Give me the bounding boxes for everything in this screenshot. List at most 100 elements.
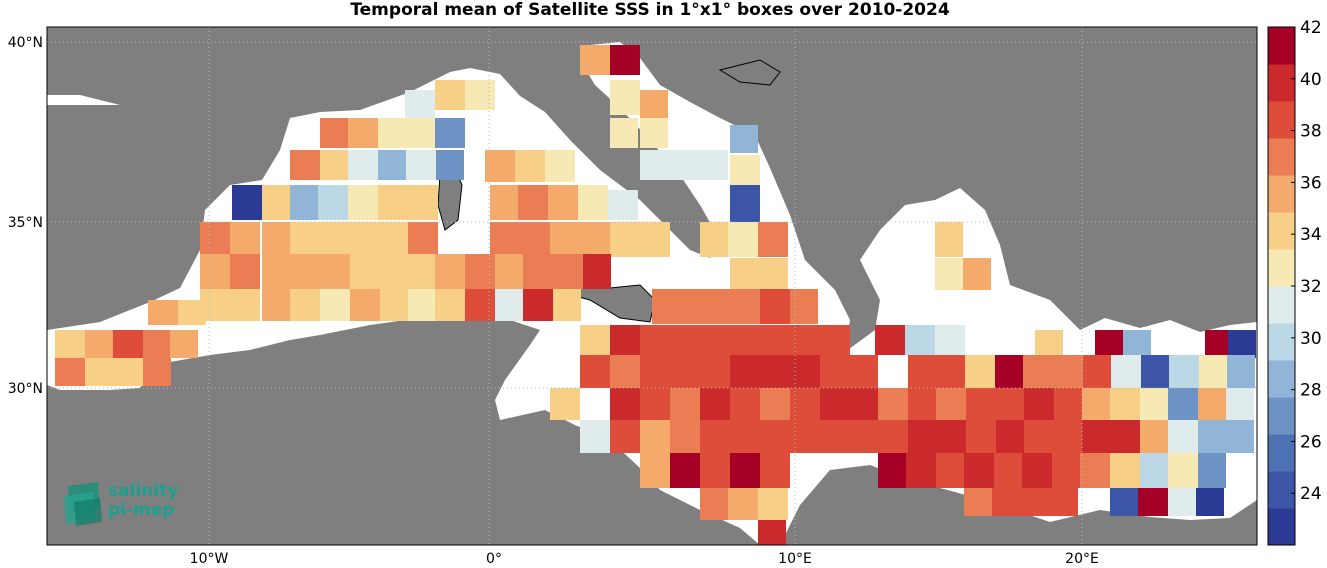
salinity-cell xyxy=(700,355,730,388)
salinity-cell xyxy=(435,118,465,148)
salinity-cell xyxy=(682,289,712,324)
salinity-cell xyxy=(143,330,171,358)
colorbar-tick-label: 32 xyxy=(1300,277,1322,297)
salinity-cell xyxy=(1226,388,1254,420)
salinity-cell xyxy=(490,222,520,257)
salinity-cell xyxy=(700,222,728,257)
salinity-cell xyxy=(465,80,495,110)
salinity-cell xyxy=(1083,355,1111,388)
salinity-cell xyxy=(290,185,318,220)
colorbar-tick-label: 36 xyxy=(1300,173,1322,193)
salinity-cell xyxy=(640,325,670,355)
colorbar-segment xyxy=(1268,286,1295,324)
salinity-cell xyxy=(290,254,320,289)
salinity-cell xyxy=(610,45,640,75)
salinity-cell xyxy=(1080,453,1110,488)
salinity-cell xyxy=(1138,488,1168,516)
salinity-cell xyxy=(148,300,178,325)
salinity-cell xyxy=(408,118,438,148)
salinity-cell xyxy=(1198,388,1226,420)
salinity-cell xyxy=(1198,453,1226,488)
salinity-cell xyxy=(85,330,113,358)
salinity-cell xyxy=(850,355,878,388)
colorbar-segment xyxy=(1268,471,1295,509)
salinity-cell xyxy=(435,254,465,289)
salinity-cell xyxy=(640,420,670,453)
colorbar-tick-label: 26 xyxy=(1300,432,1322,452)
salinity-cell xyxy=(113,358,143,386)
salinity-cell xyxy=(520,222,550,257)
salinity-cell xyxy=(548,185,578,220)
salinity-cell xyxy=(905,325,935,355)
salinity-cell xyxy=(730,453,760,488)
salinity-cell xyxy=(730,420,760,453)
map-panel xyxy=(46,26,1280,546)
salinity-cell xyxy=(465,254,495,289)
salinity-cell xyxy=(580,420,610,453)
salinity-cell xyxy=(758,258,788,290)
salinity-cell xyxy=(350,254,380,289)
salinity-cell xyxy=(320,150,348,180)
colorbar-tick-label: 28 xyxy=(1300,381,1322,401)
salinity-cell xyxy=(906,453,936,488)
salinity-cell xyxy=(640,118,668,148)
salinity-cell xyxy=(670,388,700,420)
salinity-cell xyxy=(290,150,320,180)
salinity-cell xyxy=(966,420,996,453)
salinity-cell xyxy=(730,388,760,420)
italy-peninsula xyxy=(718,59,781,86)
salinity-cell xyxy=(700,453,730,488)
salinity-cell xyxy=(1196,488,1224,516)
y-tick-label: 30°N xyxy=(8,381,43,397)
salinity-cell xyxy=(170,330,198,358)
x-tick-label: 0° xyxy=(486,551,502,567)
salinity-cell xyxy=(935,258,963,290)
colorbar-segment xyxy=(1268,397,1295,435)
x-axis: 10°W 0° 10°E 20°E xyxy=(190,551,1099,567)
salinity-cell xyxy=(1141,355,1169,388)
salinity-cell xyxy=(1052,453,1080,488)
colorbar-tick-label: 24 xyxy=(1300,484,1322,504)
salinity-cell xyxy=(378,150,406,180)
salinity-cell xyxy=(610,355,640,388)
salinity-cell xyxy=(350,222,380,254)
salinity-cell xyxy=(232,185,262,220)
salinity-cell xyxy=(113,330,143,358)
salinity-cell xyxy=(262,289,290,321)
salinity-cell xyxy=(938,355,968,388)
colorbar-tick-label: 40 xyxy=(1300,70,1322,90)
salinity-cell xyxy=(1022,453,1052,488)
salinity-cell xyxy=(485,150,515,182)
salinity-cell xyxy=(1140,453,1168,488)
salinity-cell xyxy=(1020,488,1050,516)
salinity-cell xyxy=(878,453,906,488)
salinity-cell xyxy=(320,254,350,289)
salinity-cell xyxy=(550,388,580,420)
salinity-cell xyxy=(290,222,320,254)
salinity-cell xyxy=(200,222,230,254)
colorbar-tick-label: 38 xyxy=(1300,122,1322,142)
salinity-cell xyxy=(580,45,610,75)
salinity-cell xyxy=(1082,388,1110,420)
salinity-cell xyxy=(820,325,850,355)
salinity-cell xyxy=(178,300,206,325)
salinity-cell xyxy=(1169,355,1199,388)
colorbar-tick-label: 30 xyxy=(1300,329,1322,349)
salinity-cell xyxy=(640,222,670,257)
salinity-cell xyxy=(760,289,790,324)
logo-line-2: pi-mep xyxy=(108,500,175,520)
salinity-cell xyxy=(1024,420,1054,453)
salinity-cell xyxy=(908,388,936,420)
salinity-cell xyxy=(348,150,378,180)
salinity-cell xyxy=(495,254,523,289)
salinity-cell xyxy=(1110,420,1140,453)
salinity-cell xyxy=(320,118,348,148)
colorbar-segment xyxy=(1268,101,1295,139)
colorbar-segment xyxy=(1268,27,1295,65)
salinity-cell xyxy=(1053,355,1083,388)
salinity-cell xyxy=(490,185,518,220)
salinity-cell xyxy=(1110,488,1138,516)
salinity-cell xyxy=(640,388,670,420)
salinity-cell xyxy=(378,118,408,148)
salinity-cell xyxy=(320,289,350,321)
